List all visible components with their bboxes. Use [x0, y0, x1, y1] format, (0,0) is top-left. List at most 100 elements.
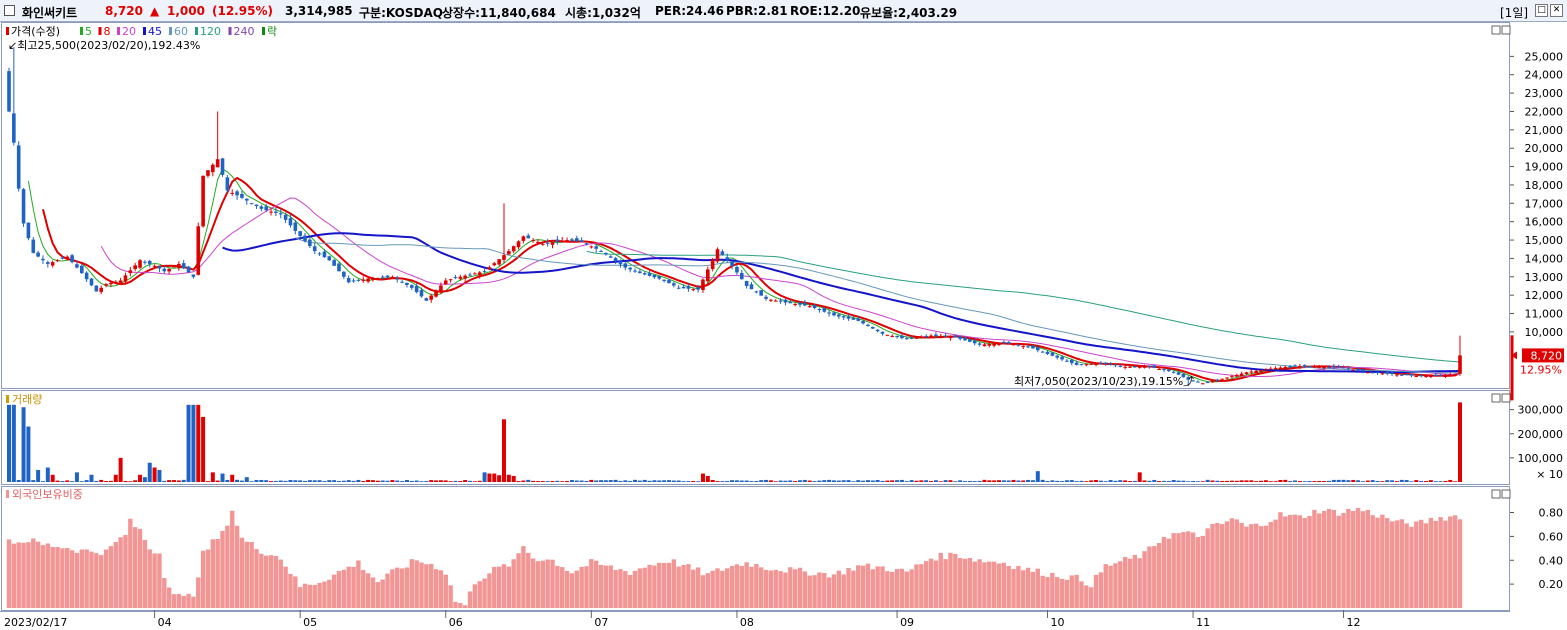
volume-bar: [783, 480, 788, 482]
foreign-ratio-bar: [395, 567, 400, 608]
volume-bar: [472, 481, 477, 482]
volume-bar: [482, 472, 487, 482]
volume-bar: [982, 479, 987, 482]
foreign-ratio-bar: [657, 562, 662, 608]
foreign-ratio-bar: [428, 563, 434, 608]
price-panel-close-icon[interactable]: [1501, 25, 1511, 35]
candle-body: [1210, 381, 1215, 383]
foreign-ratio-bar: [865, 563, 871, 608]
candle-body: [1050, 352, 1055, 356]
volume-panel-close-icon[interactable]: [1501, 393, 1511, 403]
foreign-y-tick-label: 0.20: [1539, 578, 1564, 591]
volume-bar: [1433, 481, 1438, 482]
candle-body: [963, 337, 967, 341]
candle-body: [783, 299, 788, 303]
volume-panel-minimize-icon[interactable]: [1491, 393, 1501, 403]
candle-body: [511, 246, 516, 252]
foreign-ratio-bar: [1287, 514, 1293, 608]
volume-bar: [827, 479, 832, 482]
candle-body: [429, 295, 433, 300]
candle-body: [1002, 341, 1006, 343]
candle-body: [55, 260, 60, 262]
volume-bar: [870, 480, 875, 482]
candle-body: [565, 240, 569, 242]
restore-icon[interactable]: □: [1535, 4, 1548, 17]
volume-bar: [375, 480, 380, 482]
foreign-ratio-bar: [496, 566, 502, 608]
candle-body: [1288, 366, 1292, 368]
volume-bar: [322, 481, 327, 482]
foreign-ratio-bar: [336, 571, 342, 608]
foreign-ratio-bar: [288, 573, 293, 608]
volume-bar: [307, 480, 312, 482]
volume-bar: [1375, 480, 1380, 482]
foreign-ratio-bar: [69, 550, 75, 608]
foreign-ratio-bar: [613, 570, 618, 608]
foreign-ratio-bar: [1239, 522, 1244, 608]
candle-body: [211, 164, 215, 173]
volume-bar: [642, 479, 647, 482]
volume-bar: [113, 474, 118, 482]
candle-body: [1375, 372, 1380, 374]
foreign-ratio-bar: [186, 593, 191, 608]
volume-bar: [676, 480, 681, 482]
foreign-ratio-bar: [1443, 520, 1448, 608]
volume-bar: [831, 480, 836, 482]
foreign-panel-close-icon[interactable]: [1501, 489, 1511, 499]
foreign-ratio-bar: [462, 605, 468, 608]
volume-bar: [1293, 480, 1298, 482]
foreign-ratio-bar: [1341, 513, 1346, 608]
foreign-ratio-bar: [1220, 524, 1225, 608]
foreign-panel-minimize-icon[interactable]: [1491, 489, 1501, 499]
legend-label-8: 락: [267, 25, 277, 38]
foreign-ratio-bar: [409, 559, 414, 608]
candle-body: [269, 211, 273, 213]
foreign-ratio-bar: [953, 554, 958, 608]
legend-swatch: [169, 27, 172, 35]
candle-body: [574, 238, 579, 242]
candle-body: [871, 326, 875, 329]
volume-bar: [443, 480, 448, 482]
volume-bar: [1365, 480, 1370, 482]
volume-bar: [565, 481, 570, 482]
foreign-ratio-bar: [763, 569, 769, 608]
volume-bar: [1016, 480, 1021, 482]
volume-bar: [1074, 481, 1079, 482]
candle-body: [366, 278, 370, 282]
foreign-ratio-bar: [914, 564, 919, 608]
candle-body: [409, 285, 414, 288]
candle-body: [26, 222, 31, 239]
volume-bar: [341, 480, 346, 482]
close-icon[interactable]: ✕: [1550, 4, 1563, 17]
volume-bar: [36, 469, 41, 482]
foreign-ratio-bar: [1278, 512, 1283, 608]
foreign-ratio-bar: [196, 577, 201, 608]
candle-body: [1453, 373, 1457, 375]
current-price-label: 8,720: [1531, 349, 1563, 362]
foreign-ratio-bar: [967, 557, 973, 608]
candle-body: [308, 239, 312, 247]
candle-body: [1414, 375, 1419, 377]
period-button[interactable]: [1일]: [1500, 6, 1529, 20]
foreign-ratio-bar: [1331, 509, 1337, 608]
foreign-ratio-bar: [99, 555, 104, 608]
volume-bar: [191, 404, 196, 482]
price-y-tick-label: 23,000: [1525, 87, 1564, 100]
legend-swatch: [143, 27, 146, 35]
foreign-ratio-bar: [74, 552, 80, 608]
volume-bar: [1336, 479, 1341, 482]
foreign-ratio-bar: [35, 541, 41, 608]
foreign-ratio-bar: [1224, 521, 1230, 608]
volume-bar: [579, 480, 584, 482]
candle-body: [550, 242, 555, 245]
candle-body: [317, 253, 322, 255]
foreign-ratio-bar: [1050, 572, 1055, 608]
price-panel-minimize-icon[interactable]: [1491, 25, 1501, 35]
candle-body: [113, 281, 118, 284]
volume-bar: [904, 481, 909, 482]
window-checkbox[interactable]: [4, 5, 15, 16]
foreign-ratio-bar: [341, 569, 347, 608]
candle-body: [293, 222, 298, 231]
candle-body: [424, 298, 429, 301]
volume-bar: [1278, 480, 1283, 482]
